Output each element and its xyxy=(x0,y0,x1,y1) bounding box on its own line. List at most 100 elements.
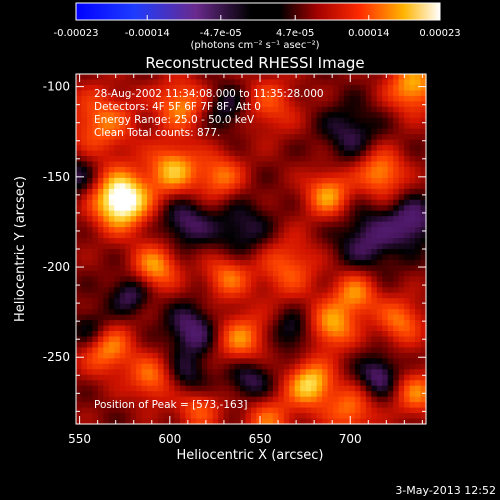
heatmap-cell xyxy=(86,407,94,414)
heatmap-cell xyxy=(92,74,99,81)
heatmap-cell xyxy=(92,292,99,299)
heatmap-cell xyxy=(245,210,252,217)
heatmap-cell xyxy=(103,347,110,354)
heatmap-cell xyxy=(141,374,148,381)
heatmap-cell xyxy=(338,374,345,381)
heatmap-cell xyxy=(333,303,340,310)
heatmap-cell xyxy=(354,281,361,288)
heatmap-cell xyxy=(130,128,137,135)
heatmap-cell xyxy=(185,309,192,316)
heatmap-cell xyxy=(338,281,345,288)
heatmap-cell xyxy=(316,156,323,163)
heatmap-cell xyxy=(349,374,356,381)
heatmap-cell xyxy=(119,270,126,277)
heatmap-cell xyxy=(108,79,115,86)
heatmap-cell xyxy=(185,276,192,283)
heatmap-cell xyxy=(218,347,225,354)
heatmap-cell xyxy=(272,259,279,267)
heatmap-cell xyxy=(179,243,186,250)
heatmap-cell xyxy=(207,183,214,190)
heatmap-cell xyxy=(103,380,110,387)
heatmap-cell xyxy=(108,139,115,146)
heatmap-cell xyxy=(305,112,312,119)
heatmap-cell xyxy=(343,243,351,250)
heatmap-cell xyxy=(261,298,269,305)
heatmap-cell xyxy=(168,139,176,146)
heatmap-cell xyxy=(415,341,422,349)
heatmap-cell xyxy=(240,303,247,310)
heatmap-cell xyxy=(294,161,301,168)
heatmap-cell xyxy=(152,325,159,332)
heatmap-cell xyxy=(223,336,230,343)
heatmap-cell xyxy=(190,194,197,201)
heatmap-cell xyxy=(179,183,186,190)
heatmap-cell xyxy=(415,221,422,228)
heatmap-cell xyxy=(272,249,279,256)
heatmap-cell xyxy=(103,123,110,130)
heatmap-cell xyxy=(404,106,411,113)
heatmap-cell xyxy=(92,249,99,256)
heatmap-cell xyxy=(415,74,422,81)
heatmap-cell xyxy=(141,101,148,108)
heatmap-cell xyxy=(125,396,132,403)
heatmap-cell xyxy=(333,281,340,288)
heatmap-cell xyxy=(229,183,236,190)
heatmap-cell xyxy=(294,385,301,392)
heatmap-cell xyxy=(179,216,186,223)
heatmap-cell xyxy=(223,243,230,250)
heatmap-cell xyxy=(163,336,170,343)
heatmap-cell xyxy=(251,352,258,359)
heatmap-cell xyxy=(272,347,279,354)
heatmap-cell xyxy=(185,90,192,97)
heatmap-cell xyxy=(207,287,214,294)
heatmap-cell xyxy=(108,292,115,299)
heatmap-cell xyxy=(278,221,285,228)
heatmap-cell xyxy=(387,320,394,327)
heatmap-cell xyxy=(404,265,411,272)
heatmap-cell xyxy=(97,287,104,294)
heatmap-cell xyxy=(327,254,334,261)
heatmap-cell xyxy=(207,374,214,381)
heatmap-cell xyxy=(316,396,323,403)
heatmap-cell xyxy=(158,199,165,206)
heatmap-cell xyxy=(327,117,334,124)
heatmap-cell xyxy=(212,188,219,195)
heatmap-cell xyxy=(152,380,159,387)
heatmap-cell xyxy=(289,363,296,370)
heatmap-cell xyxy=(267,194,274,201)
heatmap-cell xyxy=(382,341,389,349)
heatmap-cell xyxy=(223,380,230,387)
heatmap-cell xyxy=(201,281,208,288)
heatmap-cell xyxy=(294,90,301,97)
heatmap-cell xyxy=(409,352,416,359)
heatmap-cell xyxy=(305,292,312,299)
heatmap-cell xyxy=(240,325,247,332)
heatmap-cell xyxy=(278,396,285,403)
heatmap-cell xyxy=(141,177,148,184)
heatmap-cell xyxy=(267,156,274,163)
heatmap-cell xyxy=(365,221,372,228)
heatmap-cell xyxy=(415,145,422,152)
heatmap-cell xyxy=(158,188,165,195)
heatmap-cell xyxy=(158,227,165,234)
heatmap-cell xyxy=(136,276,143,283)
heatmap-cell xyxy=(343,281,351,288)
heatmap-cell xyxy=(130,391,137,398)
heatmap-cell xyxy=(415,232,422,239)
heatmap-cell xyxy=(300,270,307,277)
heatmap-cell xyxy=(108,156,115,163)
heatmap-cell xyxy=(174,145,181,152)
heatmap-cell xyxy=(168,341,176,349)
heatmap-cell xyxy=(147,227,154,234)
heatmap-cell xyxy=(136,281,143,288)
heatmap-cell xyxy=(333,139,340,146)
heatmap-cell xyxy=(398,238,405,245)
heatmap-cell xyxy=(229,166,236,174)
heatmap-cell xyxy=(311,243,318,250)
heatmap-cell xyxy=(218,292,225,299)
heatmap-cell xyxy=(327,84,334,92)
heatmap-cell xyxy=(125,281,132,288)
heatmap-cell xyxy=(420,358,427,365)
heatmap-cell xyxy=(420,128,427,135)
heatmap-cell xyxy=(97,106,104,113)
